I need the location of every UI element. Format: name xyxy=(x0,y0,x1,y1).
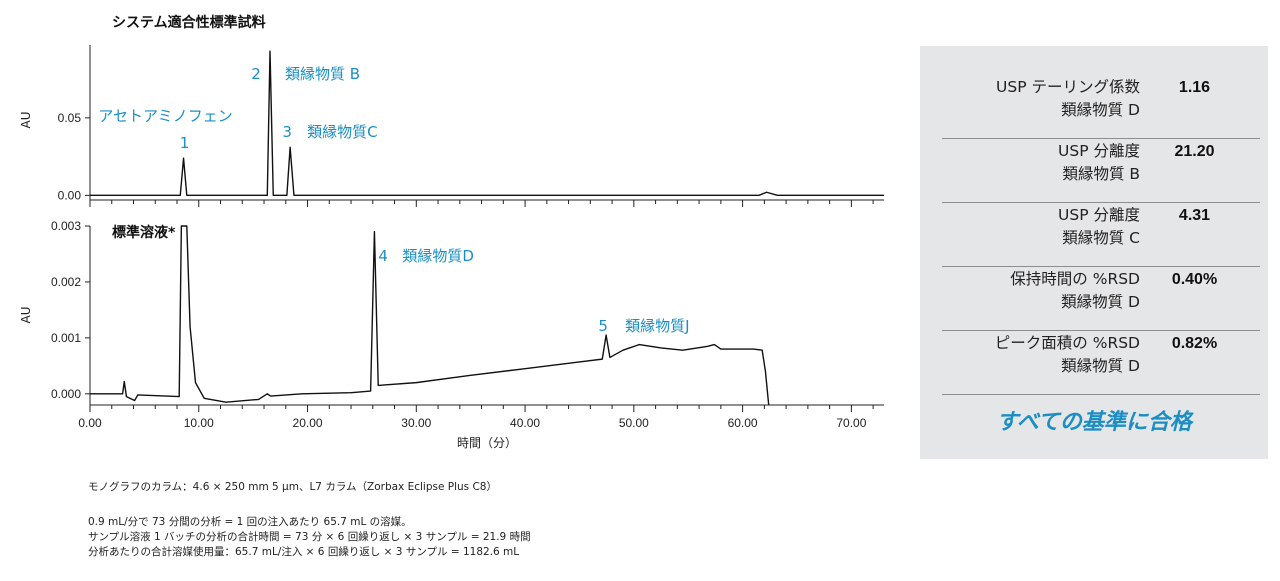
result-value: 1.16 xyxy=(1178,79,1211,96)
peak-label: 類縁物質J xyxy=(625,317,689,335)
bottom-chromatogram-panel: 0.003 0.002 0.001 0.000 0.00 10.00 20.00 30.00 4… xyxy=(19,219,884,450)
x-tick-label: 50.00 xyxy=(619,416,649,430)
chromatogram-trace xyxy=(90,50,884,197)
result-row: 保持時間の %RSD 類縁物質 D 0.40% xyxy=(942,268,1260,331)
result-label-line1: 保持時間の %RSD xyxy=(1010,270,1140,288)
note-line: 0.9 mL/分で 73 分間の分析 = 1 回の注入あたり 65.7 mL の… xyxy=(88,516,412,528)
peak-label: 3 xyxy=(282,123,292,141)
y-tick-label: 0.002 xyxy=(51,275,81,289)
peak-label: 類縁物質C xyxy=(307,123,377,141)
y-tick-label: 0.00 xyxy=(58,188,82,202)
result-row: USP 分離度 類縁物質 C 4.31 xyxy=(942,204,1260,267)
panel-title: システム適合性標準試料 xyxy=(112,14,266,31)
result-label-line2: 類縁物質 D xyxy=(1061,357,1140,375)
x-tick-label: 10.00 xyxy=(184,416,214,430)
result-label-line1: USP 分離度 xyxy=(1058,206,1140,224)
x-axis-label: 時間（分） xyxy=(457,436,517,450)
x-tick-label: 0.00 xyxy=(78,416,102,430)
panel-title: 標準溶液* xyxy=(112,224,176,241)
result-label: ピーク面積の %RSD 類縁物質 D xyxy=(995,332,1140,378)
y-tick-label: 0.05 xyxy=(58,111,82,125)
y-tick-label: 0.000 xyxy=(51,387,81,401)
result-label-line2: 類縁物質 C xyxy=(1062,229,1140,247)
x-tick-label: 30.00 xyxy=(401,416,431,430)
result-row: USP テーリング係数 類縁物質 D 1.16 xyxy=(942,76,1260,139)
peak-label: 類縁物質D xyxy=(402,247,474,265)
peak-label: 1 xyxy=(180,134,190,152)
y-tick-label: 0.001 xyxy=(51,331,81,345)
x-tick-label: 70.00 xyxy=(836,416,866,430)
result-label: USP テーリング係数 類縁物質 D xyxy=(996,76,1140,122)
chromatogram-trace xyxy=(90,225,770,406)
x-tick-label: 40.00 xyxy=(510,416,540,430)
y-axis-label: AU xyxy=(19,112,33,129)
result-label-line2: 類縁物質 B xyxy=(1062,165,1140,183)
results-panel: USP テーリング係数 類縁物質 D 1.16 USP 分離度 類縁物質 B 2… xyxy=(920,46,1268,459)
result-value: 0.40% xyxy=(1171,271,1218,288)
result-label-line2: 類縁物質 D xyxy=(1061,293,1140,311)
column-note: モノグラフのカラム：4.6 × 250 mm 5 µm、L7 カラム（Zorba… xyxy=(88,481,497,493)
result-row: ピーク面積の %RSD 類縁物質 D 0.82% xyxy=(942,332,1260,395)
y-tick-label: 0.003 xyxy=(51,219,81,233)
result-value: 0.82% xyxy=(1171,335,1218,352)
result-label: USP 分離度 類縁物質 C xyxy=(1058,204,1140,250)
result-label-line1: USP テーリング係数 xyxy=(996,78,1140,96)
peak-label: 4 xyxy=(378,247,388,265)
peak-label: 類縁物質 B xyxy=(285,65,360,83)
result-label: USP 分離度 類縁物質 B xyxy=(1058,140,1140,186)
peak-label: 2 xyxy=(251,65,261,83)
peak-label: アセトアミノフェン xyxy=(98,107,232,125)
result-label: 保持時間の %RSD 類縁物質 D xyxy=(1010,268,1140,314)
result-value: 21.20 xyxy=(1174,143,1215,160)
result-row: USP 分離度 類縁物質 B 21.20 xyxy=(942,140,1260,203)
peak-label: 5 xyxy=(598,317,608,335)
x-tick-label: 20.00 xyxy=(293,416,323,430)
result-label-line1: USP 分離度 xyxy=(1058,142,1140,160)
y-axis-label: AU xyxy=(19,307,33,324)
x-tick-label: 60.00 xyxy=(728,416,758,430)
result-value: 4.31 xyxy=(1178,207,1211,224)
note-line: 分析あたりの合計溶媒使用量：65.7 mL/注入 × 6 回繰り返し × 3 サ… xyxy=(88,546,520,558)
note-line: サンプル溶液 1 バッチの分析の合計時間 = 73 分 × 6 回繰り返し × … xyxy=(88,531,531,543)
result-label-line2: 類縁物質 D xyxy=(1061,101,1140,119)
pass-verdict: すべての基準に合格 xyxy=(996,410,1192,435)
result-label-line1: ピーク面積の %RSD xyxy=(994,334,1140,352)
